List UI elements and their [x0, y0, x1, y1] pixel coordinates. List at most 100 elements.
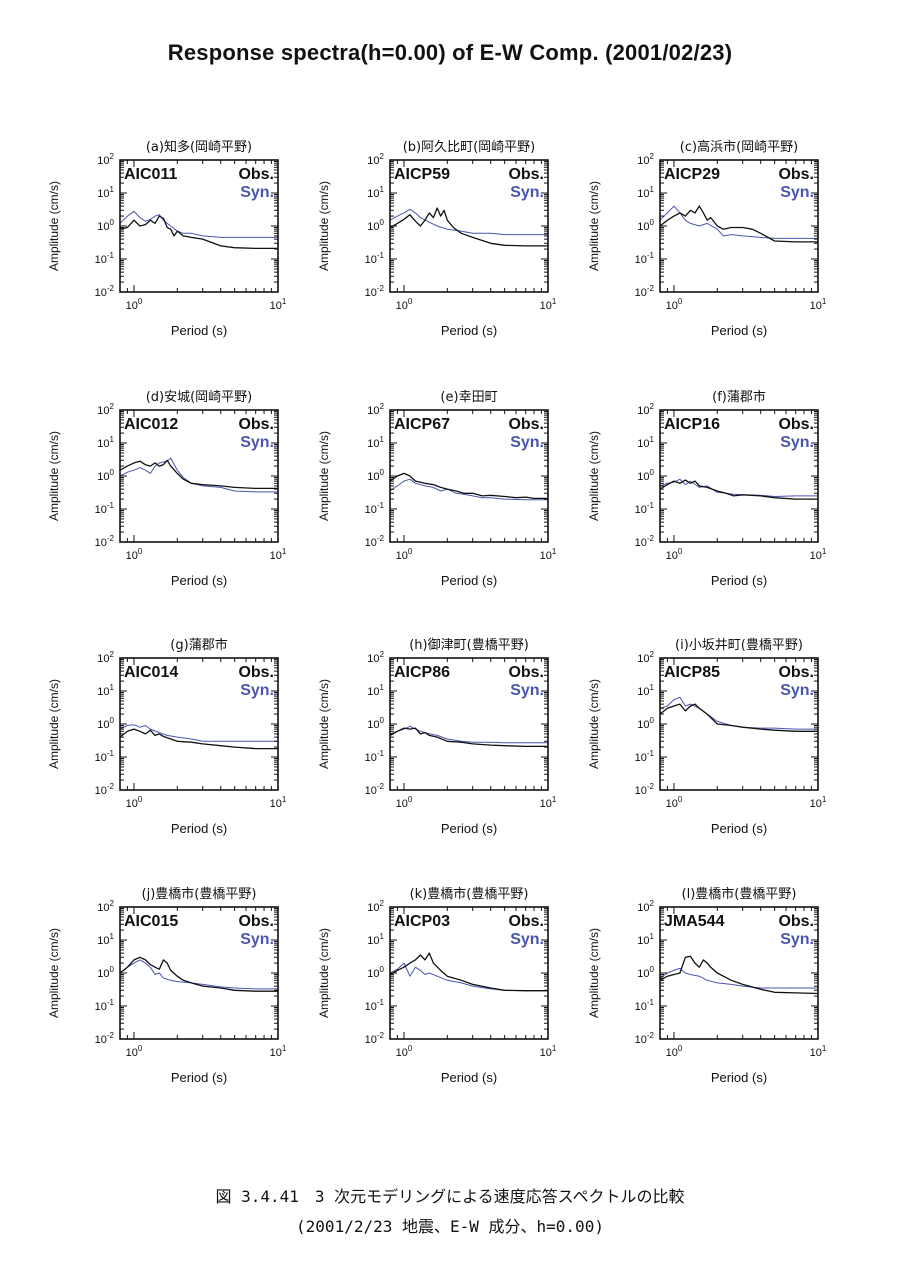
legend-syn: Syn. — [240, 931, 274, 948]
panel-caption: (c)高浜市(岡崎平野) — [680, 139, 798, 155]
obs-series-line — [390, 472, 548, 500]
y-tick-label: 102 — [97, 650, 114, 665]
panel-caption: (f)蒲郡市 — [712, 389, 766, 405]
x-tick-label: 101 — [270, 547, 287, 562]
syn-series-line — [390, 962, 548, 992]
syn-series-line — [660, 967, 818, 989]
syn-series-line — [660, 205, 818, 239]
obs-series-line — [120, 956, 278, 992]
y-tick-label: 101 — [367, 185, 384, 200]
panel-caption: (e)幸田町 — [440, 390, 497, 405]
obs-series-line — [120, 459, 278, 490]
y-tick-label: 102 — [367, 402, 384, 417]
panel-caption: (k)豊橋市(豊橋平野) — [410, 886, 529, 902]
x-axis-label: Period (s) — [171, 1070, 227, 1085]
x-axis-label: Period (s) — [711, 573, 767, 588]
spectrum-chart-c: (c)高浜市(岡崎平野) 102 101 100 10-1 10-2 100 101 Perio… — [587, 139, 827, 338]
panel-caption: (a)知多(岡崎平野) — [146, 139, 252, 155]
station-label: AICP67 — [394, 416, 450, 433]
legend-obs: Obs. — [778, 913, 814, 930]
y-tick-label: 10-1 — [365, 749, 385, 764]
legend-obs: Obs. — [238, 166, 274, 183]
y-tick-label: 10-1 — [95, 501, 115, 516]
x-tick-label: 100 — [126, 547, 143, 562]
x-tick-label: 100 — [666, 297, 683, 312]
obs-series-line — [390, 207, 548, 247]
panel-caption: (d)安城(岡崎平野) — [146, 390, 253, 405]
x-tick-label: 101 — [270, 795, 287, 810]
y-tick-label: 100 — [637, 468, 654, 483]
y-tick-label: 100 — [97, 468, 114, 483]
y-tick-label: 102 — [97, 152, 114, 167]
y-tick-label: 102 — [637, 152, 654, 167]
panel-caption: (h)御津町(豊橋平野) — [409, 638, 529, 653]
syn-series-line — [120, 724, 278, 742]
y-axis-label: Amplitude (cm/s) — [47, 181, 61, 271]
station-label: AICP03 — [394, 913, 450, 930]
x-tick-label: 100 — [126, 297, 143, 312]
legend-syn: Syn. — [780, 931, 814, 948]
legend-obs: Obs. — [508, 913, 544, 930]
legend-obs: Obs. — [238, 913, 274, 930]
x-tick-label: 100 — [666, 1044, 683, 1059]
y-tick-label: 102 — [637, 899, 654, 914]
legend-syn: Syn. — [510, 682, 544, 699]
y-tick-label: 101 — [97, 932, 114, 947]
x-axis-label: Period (s) — [441, 573, 497, 588]
y-axis-label: Amplitude (cm/s) — [47, 928, 61, 1018]
legend-syn: Syn. — [240, 434, 274, 451]
y-axis-label: Amplitude (cm/s) — [47, 679, 61, 769]
spectrum-chart-j: (j)豊橋市(豊橋平野) 102 101 100 10-1 10-2 100 101 Perio… — [47, 886, 287, 1085]
y-tick-label: 10-2 — [365, 284, 385, 299]
x-tick-label: 101 — [810, 1044, 827, 1059]
y-tick-label: 100 — [637, 965, 654, 980]
y-tick-label: 102 — [367, 650, 384, 665]
x-tick-label: 100 — [396, 795, 413, 810]
spectrum-chart-l: (l)豊橋市(豊橋平野) 102 101 100 10-1 10-2 100 101 Perio… — [587, 886, 827, 1085]
legend-syn: Syn. — [510, 931, 544, 948]
y-tick-label: 10-2 — [95, 1031, 115, 1046]
obs-series-line — [660, 205, 818, 243]
legend-syn: Syn. — [240, 184, 274, 201]
y-tick-label: 100 — [97, 965, 114, 980]
y-tick-label: 10-2 — [95, 782, 115, 797]
x-tick-label: 100 — [396, 1044, 413, 1059]
obs-series-line — [660, 479, 818, 500]
y-axis-label: Amplitude (cm/s) — [317, 431, 331, 521]
y-tick-label: 10-2 — [635, 782, 655, 797]
spectrum-chart-i: (i)小坂井町(豊橋平野) 102 101 100 10-1 10-2 100 101 Peri… — [587, 638, 827, 836]
y-tick-label: 10-2 — [365, 534, 385, 549]
y-tick-label: 10-2 — [635, 534, 655, 549]
y-tick-label: 100 — [367, 218, 384, 233]
y-axis-label: Amplitude (cm/s) — [587, 679, 601, 769]
obs-series-line — [120, 215, 278, 250]
y-tick-label: 10-1 — [635, 251, 655, 266]
y-tick-label: 10-2 — [365, 1031, 385, 1046]
x-tick-label: 100 — [396, 297, 413, 312]
y-tick-label: 101 — [637, 932, 654, 947]
panel-caption: (b)阿久比町(岡崎平野) — [403, 140, 536, 155]
legend-obs: Obs. — [508, 664, 544, 681]
y-tick-label: 102 — [637, 650, 654, 665]
figure-title: Response spectra(h=0.00) of E-W Comp. (2… — [167, 40, 733, 65]
spectrum-chart-f: (f)蒲郡市 102 101 100 10-1 10-2 100 101 Period (s) A… — [587, 389, 827, 588]
station-label: AICP29 — [664, 166, 720, 183]
syn-series-line — [120, 457, 278, 493]
y-tick-label: 100 — [367, 965, 384, 980]
legend-syn: Syn. — [780, 682, 814, 699]
station-label: AIC014 — [124, 664, 178, 681]
station-label: AICP86 — [394, 664, 450, 681]
y-tick-label: 101 — [97, 435, 114, 450]
y-tick-label: 102 — [97, 402, 114, 417]
syn-series-line — [120, 959, 278, 990]
obs-series-line — [390, 952, 548, 992]
panel-caption: (j)豊橋市(豊橋平野) — [142, 886, 257, 902]
x-tick-label: 100 — [126, 1044, 143, 1059]
legend-obs: Obs. — [778, 664, 814, 681]
y-tick-label: 10-1 — [365, 998, 385, 1013]
syn-series-line — [390, 208, 548, 236]
figure-caption-line-2: (2001/2/23 地震、E-W 成分、h=0.00) — [296, 1217, 604, 1236]
y-tick-label: 102 — [97, 899, 114, 914]
x-tick-label: 101 — [270, 1044, 287, 1059]
